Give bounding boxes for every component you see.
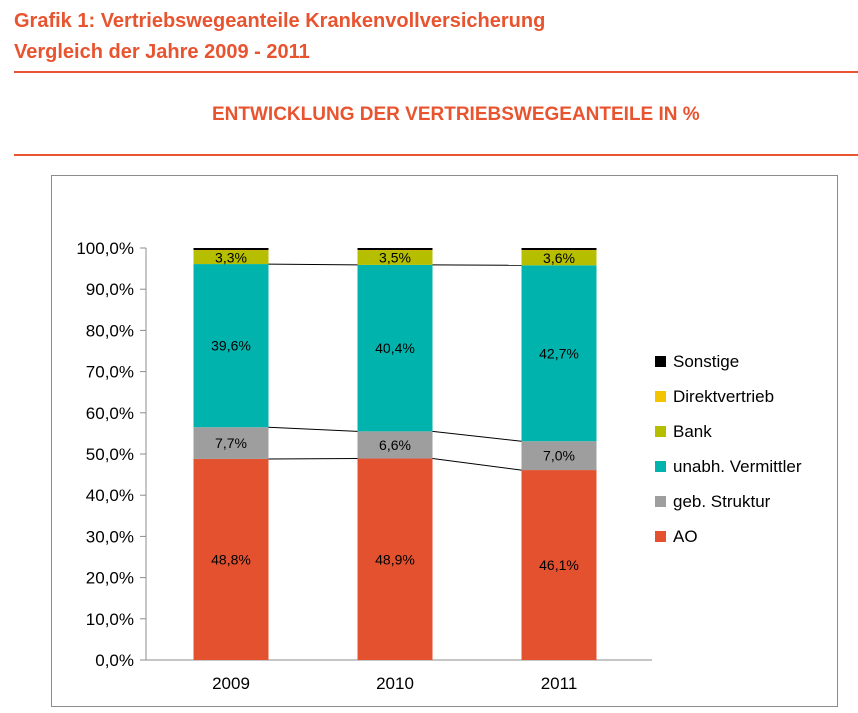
data-label: 3,5% [379,250,411,266]
legend-label: Sonstige [673,351,740,371]
data-label: 39,6% [211,338,251,354]
bar-segment-2010-unabh-vermittler [357,264,433,432]
legend-label: unabh. Vermittler [673,456,802,476]
series-line [432,430,522,442]
series-line [268,263,358,266]
bar-segment-2009-direktvertrieb [193,250,269,251]
y-tick-label: 20,0% [86,569,134,588]
data-label: 6,6% [379,437,411,453]
title-divider [14,71,858,73]
data-label: 48,8% [211,551,251,567]
y-tick-label: 60,0% [86,404,134,423]
legend-swatch [655,356,666,367]
data-label: 3,3% [215,249,247,265]
title-block: Grafik 1: Vertriebswegeanteile Krankenvo… [14,6,545,68]
y-tick-label: 70,0% [86,363,134,382]
legend-label: Direktvertrieb [673,386,775,406]
bar-segment-2011-bank [521,250,597,266]
legend-swatch [655,461,666,472]
chart-legend: Sonstige Direktvertrieb Bank unabh. Vermitt… [655,344,802,554]
legend-item: Bank [655,414,802,449]
data-label: 42,7% [539,345,579,361]
legend-label: AO [673,526,698,546]
bar-segment-2010-geb-struktur [357,431,433,459]
bar-segment-2011-geb-struktur [521,441,597,471]
y-tick-label: 80,0% [86,321,134,340]
page-title-line2: Vergleich der Jahre 2009 - 2011 [14,41,310,63]
legend-swatch [655,426,666,437]
bar-segment-2011-ao [521,470,597,660]
bar-segment-2011-unabh-vermittler [521,265,597,442]
y-tick-label: 40,0% [86,486,134,505]
legend-item: Sonstige [655,344,802,379]
bar-segment-2009-bank [193,250,269,265]
bar-segment-2009-ao [193,458,269,660]
legend-item: Direktvertrieb [655,379,802,414]
data-label: 7,0% [543,448,575,464]
legend-label: Bank [673,421,712,441]
legend-item: AO [655,519,802,554]
x-tick-label: 2010 [376,674,414,693]
legend-item: unabh. Vermittler [655,449,802,484]
section-heading: ENTWICKLUNG DER VERTRIEBSWEGEANTEILE IN … [212,104,700,125]
y-tick-label: 100,0% [76,239,134,258]
page-title-line1: Grafik 1: Vertriebswegeanteile Krankenvo… [14,10,546,32]
bar-segment-2011-sonstige [521,248,597,251]
data-label: 46,1% [539,557,579,573]
y-tick-label: 10,0% [86,610,134,629]
legend-swatch [655,496,666,507]
data-label: 40,4% [375,340,415,356]
legend-item: geb. Struktur [655,484,802,519]
bar-segment-2010-direktvertrieb [357,250,433,251]
bar-segment-2009-geb-struktur [193,427,269,459]
legend-swatch [655,531,666,542]
bar-segment-2010-ao [357,458,433,660]
bar-segment-2009-sonstige [193,248,269,251]
section-divider [14,154,858,156]
data-label: 48,9% [375,551,415,567]
bar-segment-2010-sonstige [357,248,433,251]
bar-segment-2011-direktvertrieb [521,250,597,251]
chart-frame: 0,0% 10,0% 20,0% 30,0% 40,0% 50,0% 60,0% 70,0% 8… [51,175,838,707]
series-line [432,458,522,471]
data-label: 7,7% [215,435,247,451]
legend-swatch [655,391,666,402]
x-tick-label: 2011 [541,674,578,693]
series-line [268,426,358,432]
stacked-bar-chart: 0,0% 10,0% 20,0% 30,0% 40,0% 50,0% 60,0% 70,0% 8… [76,239,652,693]
y-tick-label: 0,0% [95,651,134,670]
y-tick-label: 90,0% [86,280,134,299]
y-tick-label: 30,0% [86,527,134,546]
bar-segment-2009-unabh-vermittler [193,264,269,428]
data-label: 3,6% [543,250,575,266]
bar-segment-2010-bank [357,250,433,265]
x-tick-label: 2009 [212,674,250,693]
legend-label: geb. Struktur [673,491,771,511]
y-tick-label: 50,0% [86,445,134,464]
